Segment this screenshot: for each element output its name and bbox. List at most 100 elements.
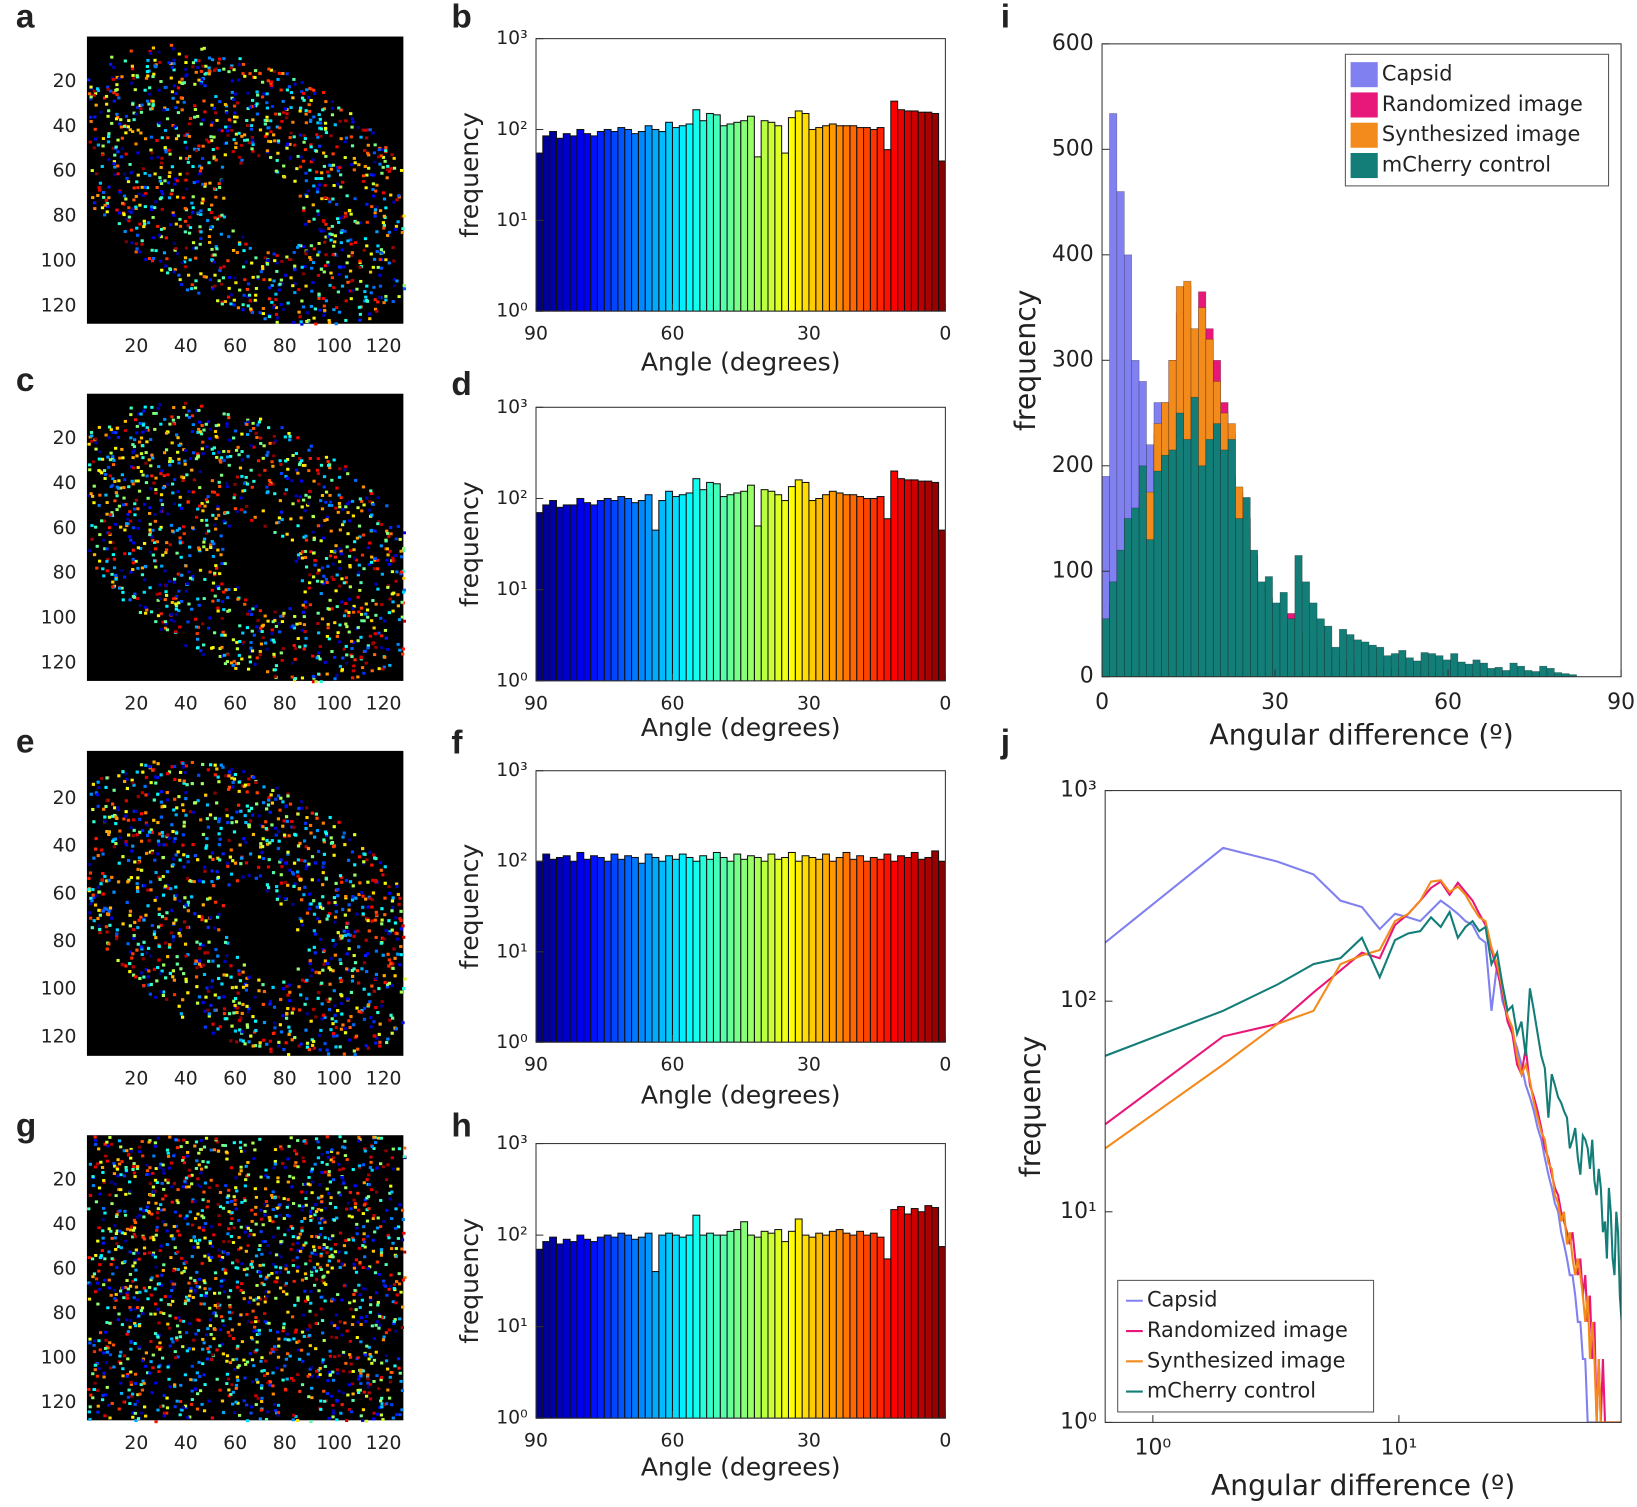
image-pixel (366, 646, 370, 650)
image-pixel (361, 1408, 366, 1412)
image-pixel (312, 184, 316, 188)
image-pixel (258, 128, 263, 132)
image-pixel (113, 547, 117, 551)
image-pixel (232, 496, 236, 500)
image-pixel (127, 485, 131, 489)
image-pixel (156, 224, 160, 228)
image-pixel (311, 680, 316, 684)
image-pixel (194, 1140, 199, 1144)
image-pixel (254, 1028, 258, 1033)
image-pixel (213, 1008, 217, 1012)
image-pixel (120, 147, 124, 151)
image-pixel (270, 839, 274, 843)
image-pixel (267, 479, 272, 482)
image-pixel (201, 622, 205, 626)
image-pixel (394, 537, 398, 541)
image-pixel (134, 479, 138, 483)
image-pixel (227, 235, 231, 239)
image-pixel (234, 666, 238, 670)
image-pixel (179, 442, 183, 446)
image-pixel (333, 655, 337, 659)
image-pixel (111, 540, 115, 544)
image-pixel (355, 1336, 359, 1339)
y-tick-label: 10² (496, 488, 527, 509)
image-pixel (220, 165, 225, 169)
image-pixel (309, 1301, 313, 1305)
image-pixel (336, 510, 340, 514)
image-pixel (316, 878, 321, 882)
image-pixel (276, 139, 281, 143)
image-pixel (107, 436, 111, 440)
image-pixel (239, 856, 244, 860)
image-pixel (140, 971, 144, 975)
image-pixel (200, 915, 204, 919)
image-pixel (193, 1217, 198, 1220)
image-pixel (148, 850, 153, 854)
image-pixel (397, 194, 401, 198)
image-pixel (184, 764, 188, 768)
image-pixel (337, 1354, 341, 1358)
bar (719, 496, 728, 681)
image-pixel (134, 1382, 138, 1385)
image-pixel (363, 1287, 367, 1291)
panel-label: d (451, 366, 471, 403)
bar (596, 856, 605, 1043)
image-pixel (178, 503, 182, 507)
image-pixel (369, 491, 374, 495)
bar (910, 851, 919, 1043)
image-pixel (135, 424, 139, 428)
image-pixel (319, 1407, 323, 1411)
image-pixel (114, 576, 118, 580)
image-pixel (138, 611, 143, 614)
image-pixel (136, 1393, 140, 1397)
x-tick-label: 0 (939, 324, 951, 345)
image-pixel (331, 253, 335, 257)
image-pixel (222, 412, 226, 416)
image-pixel (384, 636, 388, 640)
image-pixel (140, 239, 144, 243)
image-pixel (133, 513, 137, 517)
image-pixel (265, 1372, 270, 1376)
image-pixel (383, 628, 388, 632)
image-pixel (346, 511, 350, 515)
image-pixel (124, 240, 128, 244)
image-pixel (254, 604, 258, 608)
image-pixel (157, 944, 161, 948)
image-pixel (294, 468, 299, 472)
image-pixel (331, 1156, 335, 1160)
image-pixel (377, 148, 381, 152)
image-pixel (132, 973, 136, 977)
image-pixel (140, 1388, 145, 1392)
image-pixel (133, 1403, 137, 1406)
image-pixel (348, 1339, 352, 1343)
image-pixel (153, 58, 157, 62)
image-pixel (217, 832, 221, 836)
image-pixel (161, 1220, 165, 1224)
image-pixel (241, 642, 245, 646)
image-pixel (276, 1403, 281, 1407)
image-pixel (313, 563, 317, 567)
image-pixel (388, 663, 392, 667)
image-pixel (329, 968, 333, 972)
image-pixel (329, 549, 334, 553)
image-pixel (383, 981, 387, 985)
image-pixel (235, 647, 240, 651)
image-pixel (359, 655, 363, 659)
image-pixel (94, 172, 99, 176)
image-pixel (210, 258, 214, 262)
image-pixel (242, 1399, 246, 1403)
image-pixel (276, 846, 280, 851)
image-pixel (270, 1347, 274, 1351)
image-pixel (298, 457, 302, 460)
image-pixel (231, 785, 235, 789)
bar (644, 853, 653, 1043)
image-pixel (133, 860, 137, 864)
image-pixel (287, 1144, 291, 1148)
image-pixel (319, 680, 323, 684)
image-pixel (324, 455, 329, 459)
image-pixel (175, 955, 179, 959)
image-pixel (118, 190, 122, 194)
image-pixel (87, 1410, 91, 1414)
image-pixel (340, 875, 344, 880)
image-pixel (223, 103, 228, 107)
